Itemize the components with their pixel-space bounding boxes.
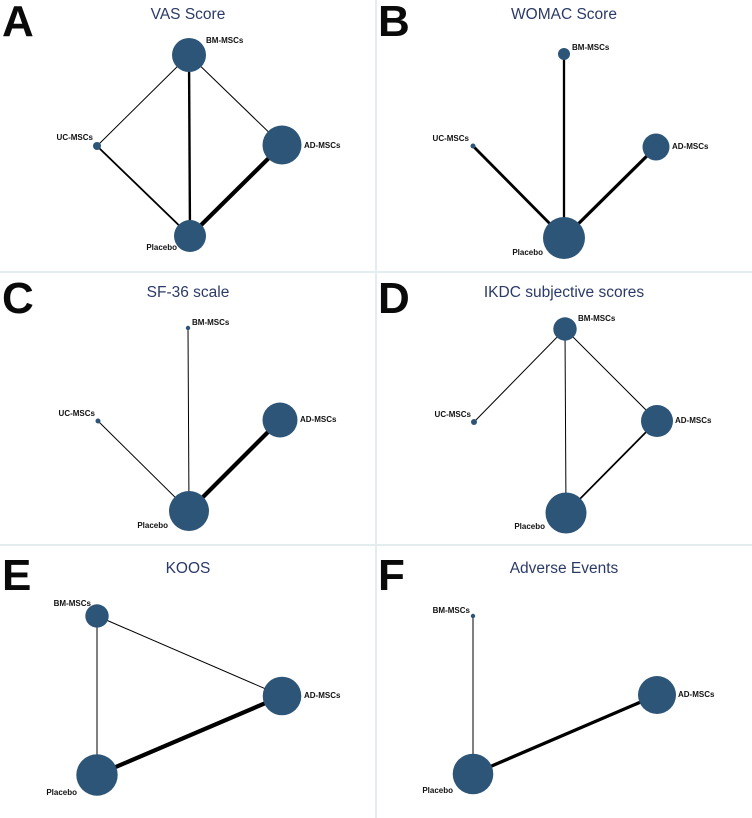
node-label-BM-MSCs: BM-MSCs [54,599,92,608]
edge-BM-MSCs-Placebo [564,328,567,514]
edge-AD-MSCs-Placebo [565,420,658,514]
edge-AD-MSCs-Placebo [472,693,658,776]
edge-BM-MSCs-UC-MSCs [96,54,190,147]
panel-letter: B [378,0,410,46]
panel-sf36-scale: BM-MSCs UC-MSCs AD-MSCs Placebo C SF-36 sca… [0,272,376,545]
node-label-Placebo: Placebo [514,522,545,531]
panel-ikdc-scores: BM-MSCs UC-MSCs AD-MSCs Placebo D IKDC subj… [376,272,752,545]
network-plot-womac: BM-MSCs UC-MSCs AD-MSCs Placebo [433,43,709,259]
panel-letter: E [2,551,32,600]
vertical-divider [375,0,377,818]
node-AD-MSCs [262,125,302,165]
node-Placebo [169,491,209,531]
panel-letter: A [2,0,34,46]
node-label-Placebo: Placebo [422,786,453,795]
network-plot-vas: BM-MSCs UC-MSCs AD-MSCs Placebo [57,36,341,252]
edge-UC-MSCs-Placebo [472,145,565,239]
horizontal-divider-2 [0,544,752,546]
edge-BM-MSCs-AD-MSCs [96,615,283,697]
panel-title: SF-36 scale [146,284,230,301]
node-AD-MSCs [642,133,670,161]
edge-AD-MSCs-Placebo [562,145,658,240]
panel-title: Adverse Events [509,560,619,577]
node-label-BM-MSCs: BM-MSCs [578,314,616,323]
node-BM-MSCs [185,325,191,331]
panel-title: VAS Score [150,6,226,23]
horizontal-divider-1 [0,271,752,273]
edge-AD-MSCs-Placebo [96,694,283,777]
node-BM-MSCs [172,38,206,72]
node-BM-MSCs [470,613,476,619]
edge-BM-MSCs-AD-MSCs [564,328,658,422]
node-label-AD-MSCs: AD-MSCs [304,691,341,700]
node-UC-MSCs [95,418,101,424]
network-plot-ikdc: BM-MSCs UC-MSCs AD-MSCs Placebo [435,314,712,534]
node-UC-MSCs [470,143,476,149]
edge-UC-MSCs-Placebo [96,145,191,237]
edge-BM-MSCs-AD-MSCs [188,54,283,146]
panel-letter: F [378,551,405,600]
panel-title: WOMAC Score [511,6,617,23]
node-label-UC-MSCs: UC-MSCs [435,410,472,419]
node-label-AD-MSCs: AD-MSCs [678,690,715,699]
node-label-UC-MSCs: UC-MSCs [433,134,470,143]
network-plot-sf36: BM-MSCs UC-MSCs AD-MSCs Placebo [59,318,337,531]
edge-BM-MSCs-Placebo [187,54,192,237]
node-BM-MSCs [558,48,570,60]
node-label-BM-MSCs: BM-MSCs [433,606,471,615]
node-Placebo [452,753,494,795]
panel-womac-score: BM-MSCs UC-MSCs AD-MSCs Placebo B WOMAC Sco… [376,0,752,273]
node-BM-MSCs [553,317,577,341]
node-AD-MSCs [641,405,673,437]
panel-vas-score: BM-MSCs UC-MSCs AD-MSCs Placebo A VAS Score [0,0,376,273]
panel-title: KOOS [165,560,211,577]
panel-koos: BM-MSCs AD-MSCs Placebo E KOOS [0,545,376,818]
node-label-BM-MSCs: BM-MSCs [192,318,230,327]
panel-adverse-events: BM-MSCs AD-MSCs Placebo F Adverse Events [376,545,752,818]
node-label-UC-MSCs: UC-MSCs [59,409,96,418]
panel-title: IKDC subjective scores [483,284,645,301]
node-UC-MSCs [93,142,101,150]
network-plot-adverse-events: BM-MSCs AD-MSCs Placebo [422,606,715,795]
node-Placebo [543,217,585,259]
node-Placebo [76,754,118,796]
node-label-Placebo: Placebo [512,248,543,257]
node-label-AD-MSCs: AD-MSCs [672,142,709,151]
node-label-Placebo: Placebo [137,521,168,530]
edge-BM-MSCs-UC-MSCs [473,328,566,423]
node-label-Placebo: Placebo [46,788,77,797]
node-AD-MSCs [262,402,298,438]
node-label-BM-MSCs: BM-MSCs [572,43,610,52]
node-UC-MSCs [471,419,477,425]
node-AD-MSCs [638,676,676,714]
panel-letter: D [378,274,410,323]
node-BM-MSCs [85,604,109,628]
network-plot-koos: BM-MSCs AD-MSCs Placebo [46,599,341,797]
node-Placebo [545,492,587,534]
node-label-BM-MSCs: BM-MSCs [206,36,244,45]
node-label-Placebo: Placebo [146,243,177,252]
edge-AD-MSCs-Placebo [187,418,282,513]
node-AD-MSCs [262,676,302,716]
node-label-AD-MSCs: AD-MSCs [300,415,337,424]
edge-AD-MSCs-Placebo [188,143,284,238]
node-label-UC-MSCs: UC-MSCs [57,133,94,142]
panel-letter: C [2,274,34,323]
edge-UC-MSCs-Placebo [97,420,190,512]
edge-BM-MSCs-Placebo [187,327,190,512]
node-label-AD-MSCs: AD-MSCs [304,141,341,150]
node-label-AD-MSCs: AD-MSCs [675,416,712,425]
node-Placebo [174,220,206,252]
